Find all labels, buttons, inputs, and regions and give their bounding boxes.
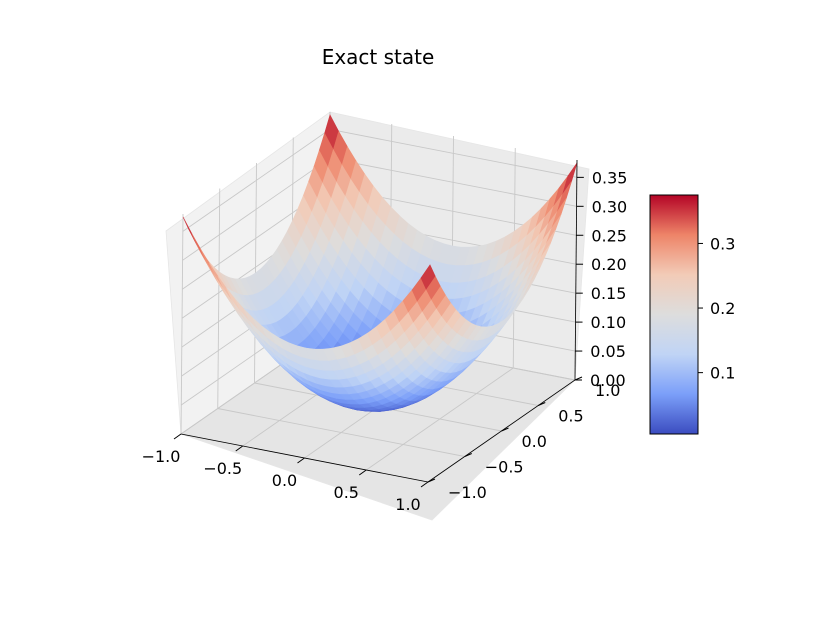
x-axis-ticks: −1.0 −0.5 0.0 0.5 1.0 [142, 433, 429, 514]
y-tick-mark [538, 402, 546, 406]
y-tick-mark [464, 453, 472, 457]
colorbar-ticks: 0.1 0.2 0.3 [698, 234, 735, 383]
grid-line [329, 157, 577, 207]
grid-line [180, 213, 184, 435]
y-tick-label: 1.0 [595, 381, 620, 400]
z-tick-label: 0.10 [591, 313, 627, 332]
z-axis-ticks: 0.00 0.05 0.10 0.15 0.20 0.25 0.30 0.35 [575, 168, 627, 390]
x-tick-label: −1.0 [142, 447, 181, 466]
y-tick-mark [427, 478, 436, 483]
surface-patch [420, 264, 436, 290]
z-tick-label: 0.15 [591, 284, 627, 303]
x-tick-label: −0.5 [203, 459, 242, 478]
x-tick-mark [420, 481, 429, 488]
colorbar-tick-label: 0.3 [710, 234, 735, 253]
grid-line [329, 128, 577, 178]
colorbar-tick-label: 0.1 [710, 364, 735, 383]
z-tick-label: 0.20 [591, 255, 627, 274]
z-axis-line [574, 159, 578, 381]
y-tick-mark [501, 427, 509, 432]
x-tick-mark [358, 469, 367, 476]
x-tick-mark [173, 433, 182, 440]
grid-line [217, 188, 221, 409]
colorbar [649, 194, 699, 435]
z-tick-label: 0.25 [591, 226, 627, 245]
surface [182, 114, 578, 412]
z-tick-label: 0.30 [592, 197, 628, 216]
z-tick-label: 0.35 [592, 168, 628, 187]
x-tick-label: 0.5 [334, 483, 359, 502]
y-axis-ticks: −1.0 −0.5 0.0 0.5 1.0 [427, 376, 620, 502]
grid-line [217, 408, 465, 457]
x-tick-label: 0.0 [272, 471, 297, 490]
x-tick-mark [297, 457, 305, 464]
x-tick-mark [235, 445, 244, 452]
z-tick-label: 0.00 [590, 371, 626, 390]
y-tick-label: 0.5 [558, 407, 583, 426]
y-tick-label: −1.0 [448, 483, 487, 502]
chart-title: Exact state [322, 45, 435, 69]
colorbar-tick-label: 0.2 [710, 299, 735, 318]
y-tick-label: −0.5 [485, 458, 524, 477]
y-tick-label: 0.0 [522, 432, 547, 451]
grid-line [182, 157, 330, 261]
z-tick-label: 0.05 [590, 342, 626, 361]
grid-line [182, 128, 331, 232]
x-tick-label: 1.0 [395, 495, 420, 514]
